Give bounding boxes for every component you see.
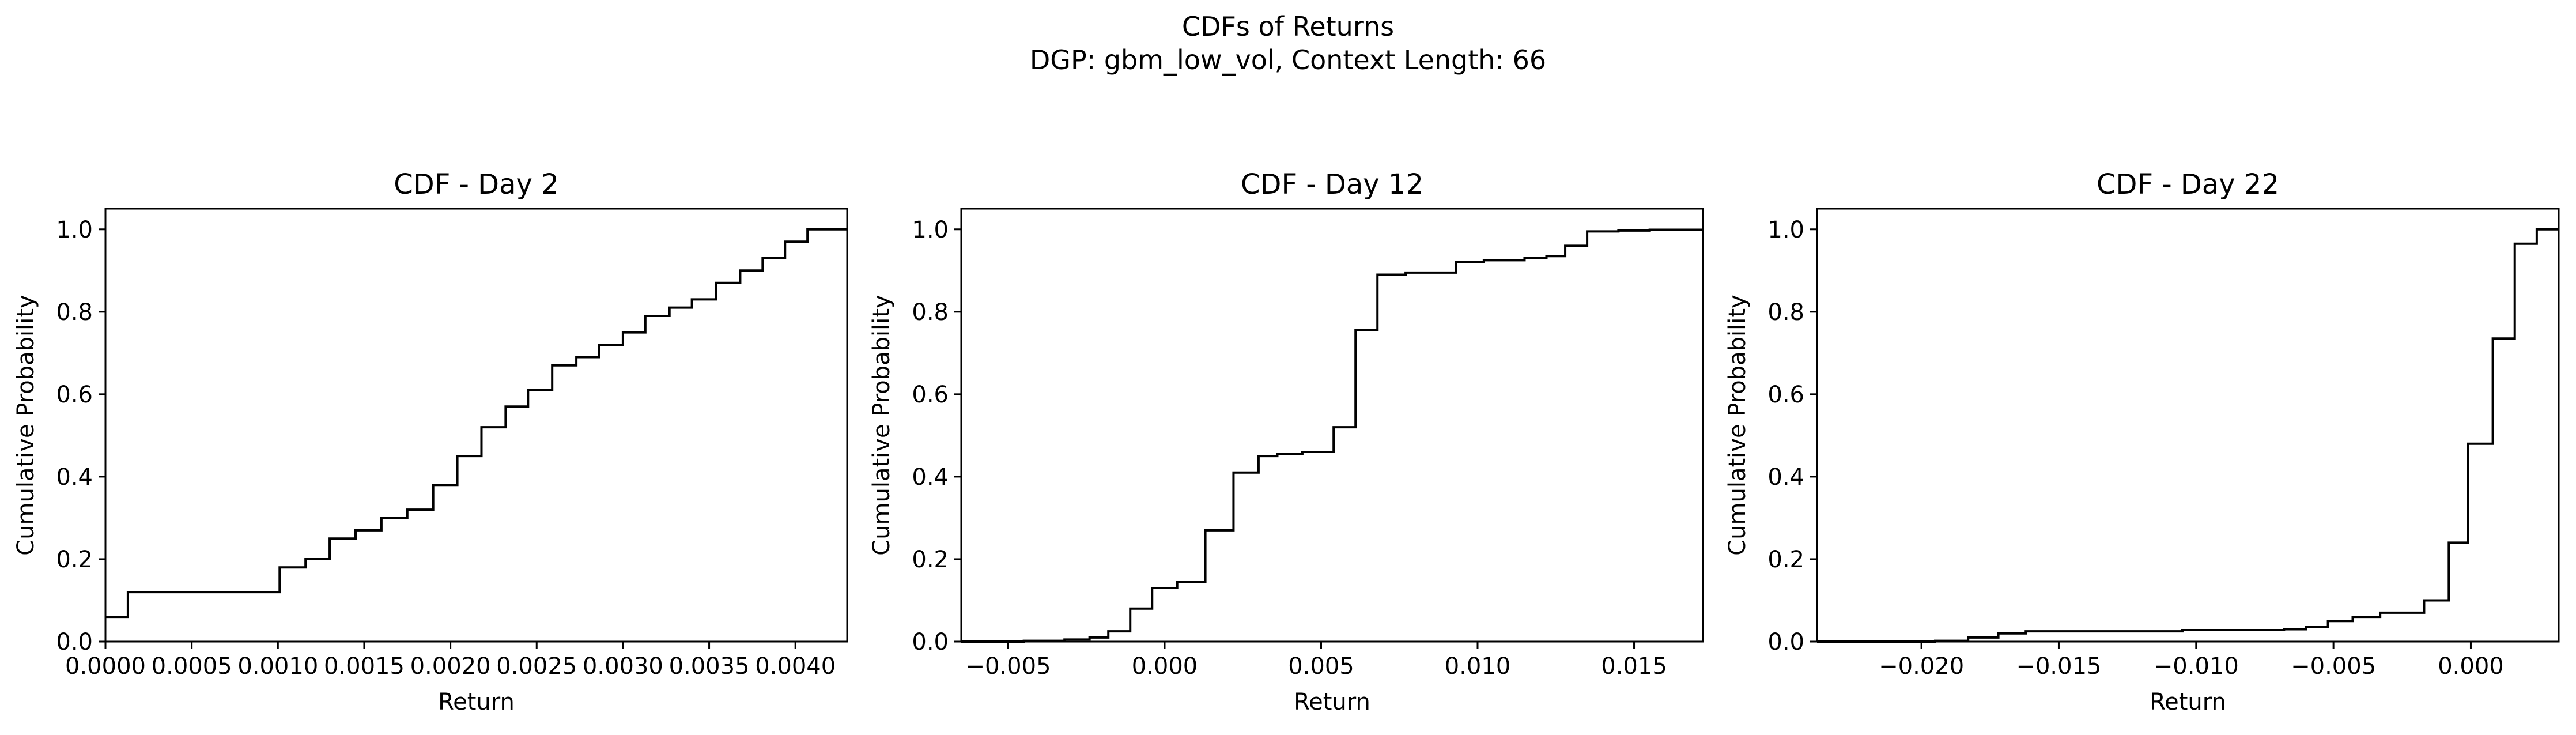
figure-title: CDFs of Returns <box>1182 11 1394 42</box>
y-tick-label: 0.4 <box>1767 464 1804 491</box>
y-tick-label: 0.6 <box>1767 382 1804 408</box>
x-tick-label: 0.0030 <box>583 653 663 680</box>
chart-panel-3: −0.020 −0.015 −0.010 −0.005 0.000 0.0 0.2 0.4 0.… <box>1724 168 2560 715</box>
x-axis-label-2: Return <box>1294 689 1370 715</box>
y-tick-label: 0.4 <box>912 464 949 491</box>
y-tick-label: 0.2 <box>912 546 949 573</box>
x-tick-label: 0.0000 <box>65 653 146 680</box>
y-tick-label: 1.0 <box>56 217 93 243</box>
x-tick-label: −0.010 <box>2154 653 2239 680</box>
cdf-step-line-3 <box>1817 228 2559 643</box>
y-tick-label: 0.0 <box>1767 629 1804 655</box>
panel-title-3: CDF - Day 22 <box>2097 168 2279 201</box>
axes-frame-1 <box>104 208 848 643</box>
x-tick-label: 0.0025 <box>496 653 577 680</box>
x-tick-label: 0.0015 <box>324 653 405 680</box>
x-tick-label: −0.005 <box>2291 653 2376 680</box>
axes-frame-3 <box>1816 208 2560 643</box>
y-tick-label: 0.8 <box>912 299 949 326</box>
y-axis-label-1: Cumulative Probability <box>13 295 39 555</box>
y-tick-label: 1.0 <box>1767 217 1804 243</box>
x-tick-label: 0.0005 <box>152 653 232 680</box>
y-tick-label: 0.6 <box>56 382 93 408</box>
cdf-step-line-1 <box>105 228 847 619</box>
x-axis-label-3: Return <box>2150 689 2226 715</box>
y-tick-label: 0.4 <box>56 464 93 491</box>
x-tick-label: 0.010 <box>1445 653 1511 680</box>
y-tick-label: 0.8 <box>1767 299 1804 326</box>
cdf-step-line-2 <box>961 228 1704 643</box>
x-tick-label: −0.020 <box>1879 653 1964 680</box>
x-tick-label: 0.0020 <box>410 653 491 680</box>
chart-panel-1: 0.0000 0.0005 0.0010 0.0015 0.0020 0.0025 0.00… <box>13 168 848 715</box>
y-tick-label: 0.6 <box>912 382 949 408</box>
x-tick-label: 0.000 <box>1132 653 1198 680</box>
x-tick-label: −0.015 <box>2016 653 2101 680</box>
y-tick-label: 0.2 <box>1767 546 1804 573</box>
y-tick-label: 0.0 <box>56 629 93 655</box>
y-tick-label: 1.0 <box>912 217 949 243</box>
y-tick-label: 0.8 <box>56 299 93 326</box>
panel-title-1: CDF - Day 2 <box>394 168 559 201</box>
y-tick-label: 0.2 <box>56 546 93 573</box>
x-tick-label: 0.000 <box>2438 653 2504 680</box>
chart-panels: 0.0000 0.0005 0.0010 0.0015 0.0020 0.0025 0.00… <box>13 168 2560 715</box>
x-axis-label-1: Return <box>438 689 515 715</box>
x-tick-label: 0.0010 <box>237 653 318 680</box>
panel-title-2: CDF - Day 12 <box>1241 168 1423 201</box>
y-axis-label-3: Cumulative Probability <box>1724 295 1751 555</box>
x-tick-label: 0.0040 <box>755 653 836 680</box>
chart-panel-2: −0.005 0.000 0.005 0.010 0.015 0.0 0.2 0.4 0.6 0.… <box>868 168 1704 715</box>
y-axis-label-2: Cumulative Probability <box>868 295 895 555</box>
x-tick-label: 0.005 <box>1288 653 1354 680</box>
y-tick-label: 0.0 <box>912 629 949 655</box>
x-tick-label: 0.015 <box>1601 653 1667 680</box>
x-tick-label: 0.0035 <box>669 653 750 680</box>
axes-frame-2 <box>960 208 1704 643</box>
figure-subtitle: DGP: gbm_low_vol, Context Length: 66 <box>1030 44 1546 76</box>
x-tick-label: −0.005 <box>965 653 1051 680</box>
